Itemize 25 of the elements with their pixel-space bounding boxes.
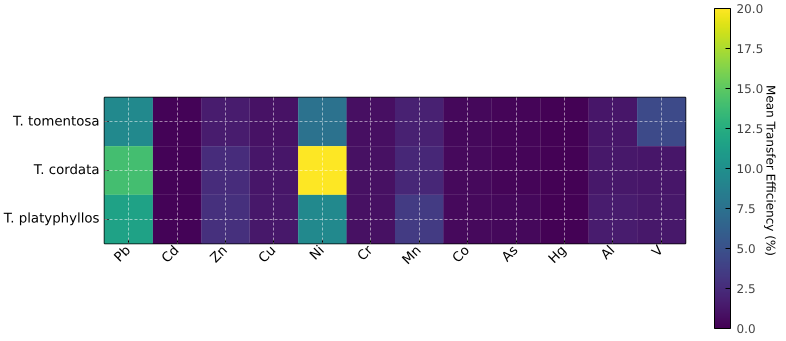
x-tick-label: Ni bbox=[307, 243, 328, 264]
x-tick-label: Hg bbox=[546, 243, 570, 267]
x-tick-label: Pb bbox=[112, 243, 134, 266]
color-bar-title: Mean Transfer Efficiency (%) bbox=[764, 85, 778, 256]
y-tick-label: T. tomentosa bbox=[12, 114, 100, 130]
color-bar-label: 0.0 bbox=[736, 322, 756, 336]
color-bar-label: 15.0 bbox=[736, 82, 764, 96]
y-tick-label: T. cordata bbox=[32, 163, 100, 178]
x-tick-label: Al bbox=[598, 243, 618, 263]
x-tick-label: Mn bbox=[400, 243, 425, 268]
x-tick-label: V bbox=[650, 243, 667, 260]
x-tick-label: As bbox=[499, 243, 522, 266]
color-bar-label: 12.5 bbox=[736, 122, 764, 136]
x-tick-label: Cd bbox=[159, 243, 182, 266]
x-tick-label: Co bbox=[450, 243, 473, 266]
color-bar-label: 7.5 bbox=[736, 202, 756, 216]
x-tick-label: Zn bbox=[208, 243, 231, 266]
color-bar-label: 5.0 bbox=[736, 242, 756, 256]
color-bar-label: 20.0 bbox=[736, 2, 764, 16]
color-bar-label: 2.5 bbox=[736, 282, 756, 296]
color-bar-label: 17.5 bbox=[736, 42, 764, 56]
color-bar-label: 10.0 bbox=[736, 162, 764, 176]
x-tick-label: Cr bbox=[355, 242, 376, 264]
x-tick-label: Cu bbox=[256, 243, 280, 266]
y-tick-label: T. platyphyllos bbox=[2, 212, 100, 227]
